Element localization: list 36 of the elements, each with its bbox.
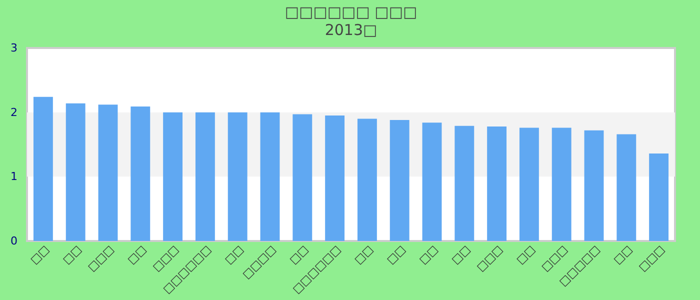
x-tick-label: □□ xyxy=(124,242,149,267)
bar xyxy=(292,114,312,241)
y-tick-label: 1 xyxy=(10,170,18,184)
bar xyxy=(519,128,539,241)
x-tick-label: □□ xyxy=(222,242,246,267)
y-tick-label: 2 xyxy=(10,106,18,119)
x-tick-label: □□ xyxy=(448,242,473,267)
bar xyxy=(552,128,572,241)
bar xyxy=(584,130,604,241)
x-tick-label: □□ xyxy=(28,242,52,267)
bar xyxy=(33,96,53,241)
bar xyxy=(487,126,507,241)
bar xyxy=(195,112,215,241)
bar xyxy=(260,112,280,241)
y-tick-label: 3 xyxy=(10,42,18,54)
x-tick-label: □□ xyxy=(416,242,440,267)
bar xyxy=(422,122,442,241)
x-tick-label: □□ xyxy=(514,242,538,267)
x-tick-label: □□ xyxy=(384,242,408,267)
bar xyxy=(390,120,410,241)
bar xyxy=(98,104,118,241)
chart-title: □□□□□□ □□□ xyxy=(284,3,418,21)
bar xyxy=(649,154,669,241)
bar xyxy=(454,126,474,241)
bar xyxy=(130,106,150,241)
x-tick-label: □□ xyxy=(352,242,376,267)
bar xyxy=(325,116,345,241)
bar xyxy=(616,134,636,241)
x-tick-label: □□ xyxy=(610,242,635,267)
bar xyxy=(66,103,86,241)
bar xyxy=(228,112,248,241)
y-tick-label: 0 xyxy=(10,234,18,248)
x-tick-label: □□ xyxy=(60,242,84,267)
chart-subtitle: 2013□ xyxy=(324,21,378,39)
bar xyxy=(357,118,377,241)
bar xyxy=(163,112,183,241)
